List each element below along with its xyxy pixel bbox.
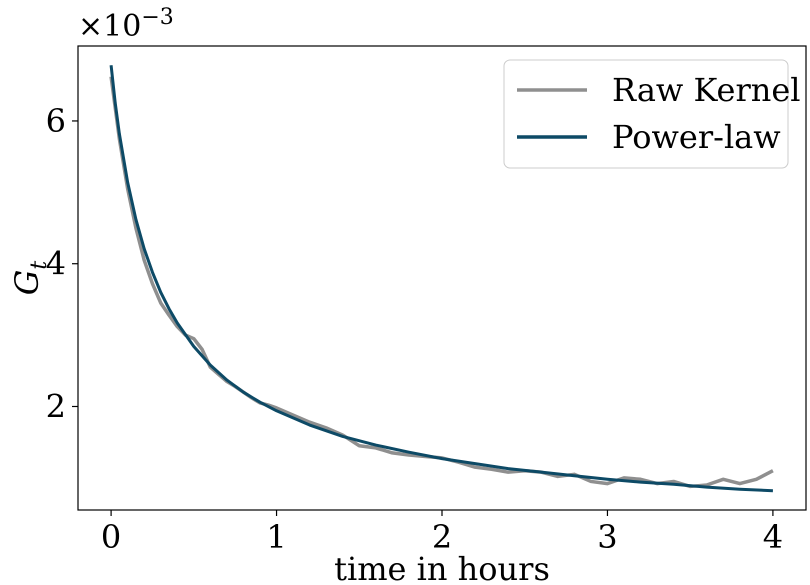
series-line-power-law	[109, 65, 773, 493]
y-tick-label: 4	[46, 245, 66, 283]
legend-label-raw-kernel: Raw Kernel	[612, 71, 801, 109]
x-tick-label: 2	[432, 518, 452, 556]
y-scale-label: ×10−3	[78, 5, 174, 44]
y-scale-base: ×10	[78, 9, 141, 44]
x-axis-label: time in hours	[334, 550, 550, 585]
x-tick-label: 1	[266, 518, 286, 556]
legend: Raw Kernel Power-law	[503, 59, 801, 169]
y-scale-exponent: −3	[141, 5, 173, 30]
x-tick-label: 0	[101, 518, 121, 556]
y-tick-label: 6	[46, 102, 66, 140]
y-ticks: 2 4 6	[46, 102, 78, 425]
plot-content	[109, 65, 774, 493]
x-ticks: 0 1 2 3 4	[101, 510, 783, 556]
legend-box	[503, 59, 789, 169]
x-tick-label: 4	[763, 518, 783, 556]
y-axis-label: Gt	[8, 261, 52, 296]
y-axis-label-main: G	[8, 270, 46, 296]
y-axis-label-subscript: t	[27, 261, 52, 270]
legend-label-power-law: Power-law	[612, 118, 781, 156]
x-tick-label: 3	[597, 518, 617, 556]
y-tick-label: 2	[46, 387, 66, 425]
